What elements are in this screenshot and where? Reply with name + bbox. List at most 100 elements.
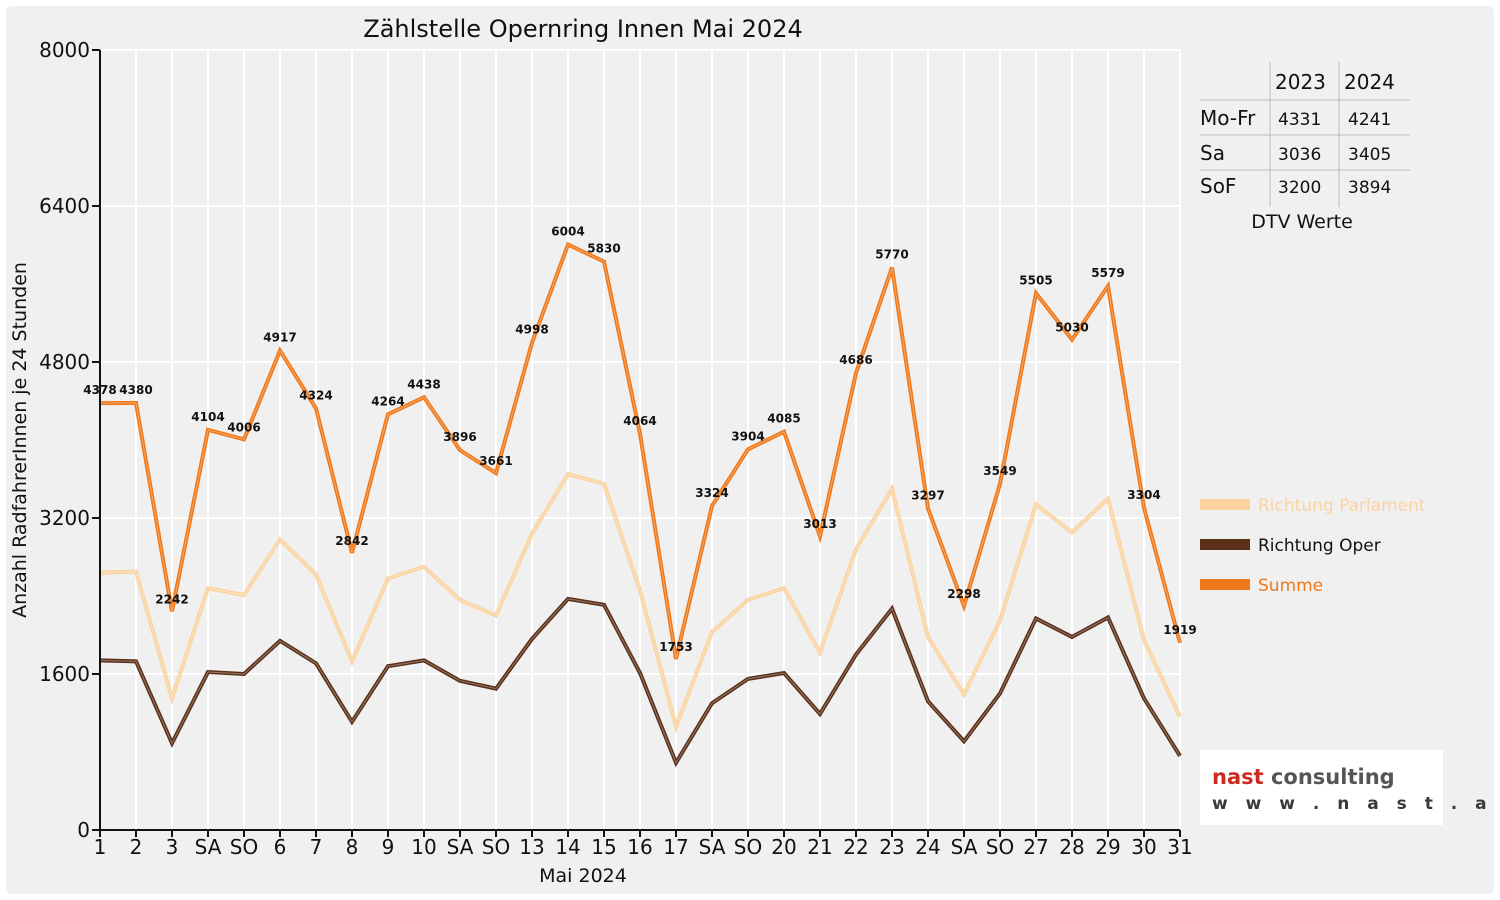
axes [92,49,1181,837]
data-label: 4998 [515,323,548,337]
y-tick-label: 0 [77,818,90,842]
data-label: 3324 [695,486,728,500]
dtv-table: 2023 2024 Mo-Fr 4331 4241 Sa 3036 3405 S… [1200,62,1410,233]
y-tick-labels: 0 1600 3200 4800 6400 8000 [39,38,90,842]
x-tick-label: SA [195,835,222,859]
data-label: 4104 [191,410,224,424]
x-tick-label: 21 [807,835,832,859]
x-tick-label: 30 [1131,835,1156,859]
chart-title: Zählstelle Opernring Innen Mai 2024 [363,15,803,43]
x-tick-label: 20 [771,835,796,859]
data-label: 3549 [983,464,1016,478]
dtv-cell: 3894 [1348,178,1391,198]
logo-line2: w w w . n a s t . a t [1212,794,1500,814]
y-tick-label: 8000 [39,38,90,62]
data-label: 4686 [839,353,872,367]
logo-line1: nast consulting [1212,765,1395,789]
data-label: 1919 [1163,623,1196,637]
series-line-highlight [99,598,1181,764]
data-label: 3904 [731,429,764,443]
data-label: 3013 [803,517,836,531]
data-label: 5830 [587,242,620,256]
x-tick-label: 3 [166,835,179,859]
series-line [99,241,1182,660]
x-tick-label: 16 [627,835,652,859]
series-line-highlight [99,243,1181,660]
series-line [99,471,1182,734]
legend-label: Richtung Parlament [1258,496,1426,516]
x-tick-label: 8 [346,835,359,859]
x-tick-label: SA [447,835,474,859]
data-label: 3896 [443,430,476,444]
y-tick-label: 6400 [39,194,90,218]
logo: nast consulting w w w . n a s t . a t [1200,750,1500,825]
x-tick-label: 23 [879,835,904,859]
dtv-cell: 3405 [1348,145,1391,165]
data-label: 5030 [1055,321,1088,335]
x-tick-label: SO [482,835,510,859]
series-line-highlight [99,473,1181,729]
x-tick-label: SO [230,835,258,859]
data-label: 3661 [479,454,512,468]
legend-label: Richtung Oper [1258,536,1381,556]
dtv-row-label: SoF [1200,174,1236,198]
data-label: 2242 [155,592,188,606]
data-label: 4380 [119,383,152,397]
series-line [99,596,1182,768]
x-tick-label: SA [699,835,726,859]
x-axis-label: Mai 2024 [539,865,627,887]
x-tick-labels: 1 2 3 SA SO 6 7 8 9 10 SA SO 13 14 15 16 17 SA SO 20 21 22 23 2… [94,835,1193,859]
legend-swatch [1200,499,1250,510]
legend-swatch [1200,539,1250,550]
data-label: 3304 [1127,488,1160,502]
dtv-cell: 3200 [1278,178,1321,198]
dtv-cell: 3036 [1278,145,1321,165]
dtv-row-label: Sa [1200,141,1225,165]
dtv-cell: 4241 [1348,110,1391,130]
data-label: 5770 [875,247,908,261]
x-tick-label: 29 [1095,835,1120,859]
y-tick-label: 3200 [39,506,90,530]
x-tick-label: 2 [130,835,143,859]
x-tick-label: 24 [915,835,940,859]
data-label: 4917 [263,331,296,345]
x-tick-label: 9 [382,835,395,859]
legend-swatch [1200,579,1250,590]
x-tick-label: 28 [1059,835,1084,859]
series-lines [99,241,1182,768]
data-label: 4064 [623,414,656,428]
data-label: 4264 [371,394,404,408]
x-tick-label: 31 [1167,835,1192,859]
y-tick-label: 1600 [39,662,90,686]
data-label: 5505 [1019,273,1052,287]
x-tick-label: 22 [843,835,868,859]
x-tick-label: 6 [274,835,287,859]
legend-label: Summe [1258,576,1323,596]
x-tick-label: 14 [555,835,580,859]
dtv-col-2024: 2024 [1344,70,1395,94]
data-label: 1753 [659,640,692,654]
x-tick-label: 15 [591,835,616,859]
data-label: 3297 [911,489,944,503]
x-tick-label: 17 [663,835,688,859]
x-tick-label: SO [734,835,762,859]
dtv-cell: 4331 [1278,110,1321,130]
data-label: 4085 [767,412,800,426]
data-label: 4006 [227,420,260,434]
x-tick-label: 1 [94,835,107,859]
dtv-row-label: Mo-Fr [1200,106,1256,130]
data-label: 2842 [335,534,368,548]
dtv-col-2023: 2023 [1275,70,1326,94]
data-label: 4378 [83,383,116,397]
data-label: 5579 [1091,266,1124,280]
data-label: 2298 [947,587,980,601]
x-tick-label: 13 [519,835,544,859]
dtv-caption: DTV Werte [1251,211,1353,233]
data-label: 4438 [407,377,440,391]
x-tick-label: 10 [411,835,436,859]
legend: Richtung Parlament Richtung Oper Summe [1200,496,1426,596]
x-tick-label: SO [986,835,1014,859]
y-axis-label: Anzahl RadfahrerInnen je 24 Stunden [9,262,31,618]
